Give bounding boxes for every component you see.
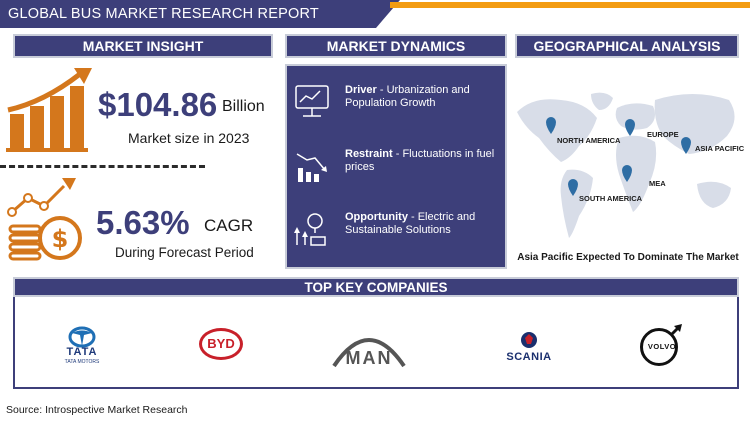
insight-divider	[0, 165, 205, 168]
geographical-analysis-header: GEOGRAPHICAL ANALYSIS	[515, 34, 739, 58]
report-title-bar: GLOBAL BUS MARKET RESEARCH REPORT	[0, 0, 400, 28]
report-title: GLOBAL BUS MARKET RESEARCH REPORT	[8, 6, 319, 22]
cagr-value: 5.63%	[96, 204, 190, 241]
man-arc-icon	[332, 338, 406, 368]
dynamics-restraint-label: Restraint	[345, 148, 393, 160]
market-size-unit: Billion	[222, 98, 265, 115]
scania-logo: SCANIA	[497, 330, 561, 364]
tata-emblem-icon	[68, 326, 96, 348]
svg-text:$: $	[52, 225, 69, 253]
pin-mea	[622, 165, 632, 182]
tata-motors-logo: TATA TATA MOTORS	[58, 326, 106, 366]
title-accent-rule	[390, 2, 750, 8]
pin-north-america	[546, 117, 556, 134]
region-north-america: NORTH AMERICA	[557, 136, 621, 145]
market-dynamics-header: MARKET DYNAMICS	[285, 34, 507, 58]
tata-wordmark: TATA	[66, 346, 98, 358]
declining-chart-icon	[296, 153, 327, 182]
dynamics-driver-text: Driver - Urbanization and Population Gro…	[345, 84, 495, 110]
dynamics-opportunity-desc: - Electric and Sustainable Solutions	[345, 211, 476, 236]
region-south-america: SOUTH AMERICA	[579, 194, 643, 203]
region-europe: EUROPE	[647, 130, 679, 139]
region-mea: MEA	[649, 179, 666, 188]
dynamics-opportunity-label: Opportunity	[345, 211, 408, 223]
top-key-companies-header: TOP KEY COMPANIES	[13, 277, 739, 297]
market-size-label: Market size in 2023	[128, 130, 250, 146]
pin-south-america	[568, 179, 578, 196]
dynamics-opportunity: Opportunity - Electric and Sustainable S…	[287, 207, 505, 257]
dynamics-driver: Driver - Urbanization and Population Gro…	[287, 80, 505, 130]
scania-wordmark: SCANIA	[506, 351, 552, 363]
volvo-logo: VOLVO	[638, 324, 684, 370]
world-map-shape	[517, 92, 735, 238]
geo-caption: Asia Pacific Expected To Dominate The Ma…	[517, 252, 739, 263]
dynamics-restraint-desc: - Fluctuations in fuel prices	[345, 148, 495, 173]
world-map: NORTH AMERICA EUROPE ASIA PACIFIC MEA SO…	[513, 66, 745, 246]
market-insight-header: MARKET INSIGHT	[13, 34, 273, 58]
monitor-chart-icon	[295, 85, 329, 117]
growth-bulb-icon	[294, 213, 326, 246]
dynamics-opportunity-text: Opportunity - Electric and Sustainable S…	[345, 211, 495, 237]
companies-box	[13, 297, 739, 389]
tata-motors-subtext: TATA MOTORS	[64, 359, 100, 365]
dollar-coins-icon: $	[7, 178, 82, 261]
dynamics-driver-label: Driver	[345, 84, 377, 96]
source-note: Source: Introspective Market Research	[6, 404, 188, 416]
volvo-arrow-icon	[670, 324, 682, 336]
region-asia-pacific: ASIA PACIFIC	[695, 144, 745, 153]
byd-wordmark: BYD	[207, 336, 235, 351]
growth-bar-chart-icon	[6, 68, 92, 152]
man-logo: MAN	[330, 322, 408, 368]
cagr-unit: CAGR	[204, 216, 254, 235]
cagr-label: During Forecast Period	[115, 245, 254, 260]
scania-griffin-icon	[521, 332, 537, 348]
market-size-value: $104.86	[98, 86, 218, 123]
dynamics-restraint-text: Restraint - Fluctuations in fuel prices	[345, 148, 495, 174]
dynamics-driver-desc: - Urbanization and Population Growth	[345, 84, 470, 109]
man-wordmark: MAN	[345, 348, 393, 368]
dynamics-restraint: Restraint - Fluctuations in fuel prices	[287, 144, 505, 194]
volvo-wordmark: VOLVO	[647, 342, 677, 351]
pin-europe	[625, 119, 635, 136]
market-dynamics-panel: Driver - Urbanization and Population Gro…	[285, 64, 507, 269]
byd-logo: BYD	[199, 328, 243, 360]
pin-asia-pacific	[681, 137, 691, 154]
